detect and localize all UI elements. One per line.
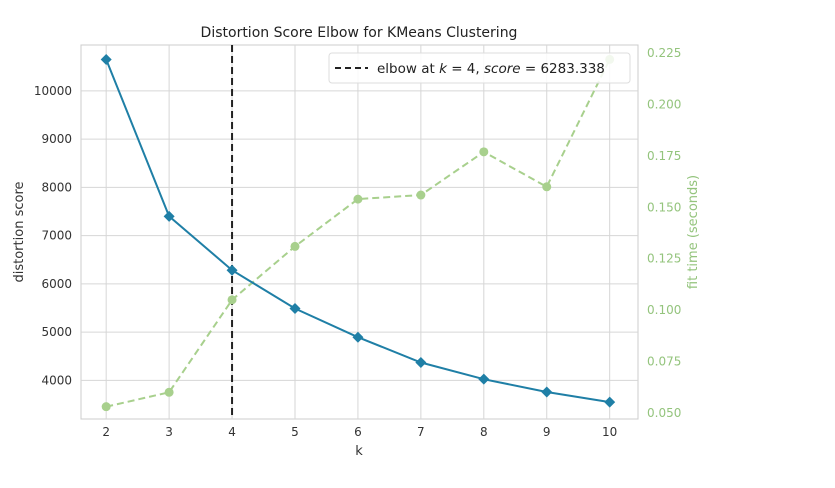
x-tick-label: 3 [165,425,173,439]
y-tick-label: 7000 [41,229,72,243]
fit-time-point [227,295,237,305]
distortion-point [415,357,427,369]
fit-time-line [105,58,611,408]
distortion-point [478,373,490,385]
distortion-point [604,396,616,408]
fit-time-point [416,190,426,200]
x-tick-labels: 2 3 4 5 6 7 8 9 10 [102,425,617,439]
legend-k-value: = 4, [447,61,484,77]
y-tick-label: 6000 [41,277,72,291]
plot-area [80,44,639,420]
y-right-tick-label: 0.225 [647,46,681,60]
x-axis-label: k [355,444,363,459]
y-right-tick-label: 0.175 [647,149,681,163]
fit-time-point [353,194,363,204]
y-tick-label: 4000 [41,373,72,387]
fit-time-point [101,402,111,412]
y-right-tick-label: 0.150 [647,200,681,214]
legend-score-value: = 6283.338 [521,61,605,77]
x-tick-label: 6 [354,425,362,439]
x-tick-label: 2 [102,425,110,439]
distortion-point [289,302,301,314]
legend-score-symbol: score [484,61,521,77]
x-tick-label: 9 [543,425,551,439]
distortion-point [541,386,553,398]
y-right-tick-label: 0.075 [647,354,681,368]
y-right-tick-label: 0.050 [647,406,681,420]
y-tick-label: 9000 [41,132,72,146]
y-tick-label: 10000 [34,84,72,98]
distortion-point [163,210,175,222]
y-right-tick-label: 0.200 [647,98,681,112]
y-right-tick-labels: 0.050 0.075 0.100 0.125 0.150 0.175 0.200 0.225 [647,46,681,420]
x-tick-label: 5 [291,425,299,439]
y-tick-labels: 4000 5000 6000 7000 8000 9000 10000 [34,84,72,388]
legend-box [328,52,631,84]
x-tick-label: 8 [480,425,488,439]
legend: elbow at k = 4, score = 6283.338 [328,52,631,84]
legend-elbow-label: elbow at k = 4, score = 6283.338 [377,61,605,77]
series-group [100,53,616,412]
chart-title: Distortion Score Elbow for KMeans Cluste… [201,25,518,41]
y-right-tick-label: 0.125 [647,252,681,266]
y-right-tick-label: 0.100 [647,303,681,317]
y-tick-label: 8000 [41,180,72,194]
distortion-point [226,264,238,276]
fit-time-point [479,147,489,157]
legend-k-symbol: k [439,61,448,77]
distortion-point [352,331,364,343]
x-tick-label: 10 [602,425,617,439]
x-tick-label: 4 [228,425,236,439]
fit-time-point [542,182,552,192]
y-tick-label: 5000 [41,325,72,339]
y-right-axis-label: fit time (seconds) [686,175,701,289]
distortion-point [100,53,112,65]
x-tick-label: 7 [417,425,425,439]
fit-time-point [290,241,300,251]
legend-prefix: elbow at [377,61,439,77]
fit-time-point [164,387,174,397]
y-axis-label: distortion score [12,182,27,283]
